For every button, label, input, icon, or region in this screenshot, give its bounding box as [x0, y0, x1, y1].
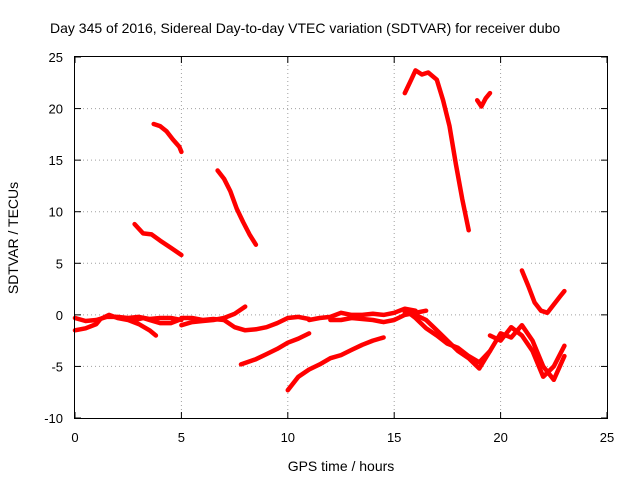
plot-frame [74, 56, 608, 419]
x-tick-label: 5 [178, 430, 185, 445]
y-tick-label: -5 [51, 359, 63, 374]
series-arc-7 [285, 335, 386, 393]
chart-title: Day 345 of 2016, Sidereal Day-to-day VTE… [50, 20, 560, 36]
tick-layer: 0 5 10 15 20 25 -10 -5 0 5 10 15 20 25 [44, 50, 614, 445]
x-tick-label: 25 [600, 430, 614, 445]
series-arc-6 [238, 331, 312, 367]
y-tick-label: 10 [49, 205, 63, 220]
series-layer [72, 68, 567, 393]
series-arc-18 [519, 268, 567, 316]
y-tick-label: 0 [56, 308, 63, 323]
series-arc-11 [402, 307, 567, 383]
series-arc-5 [179, 314, 312, 333]
x-axis-label: GPS time / hours [288, 458, 395, 474]
x-tick-label: 15 [387, 430, 401, 445]
y-tick-label: -10 [44, 411, 63, 426]
series-arc-14 [132, 221, 184, 258]
y-tick-label: 25 [49, 50, 63, 65]
x-tick-label: 0 [71, 430, 78, 445]
series-arc-2 [72, 312, 159, 338]
series-arc-12 [487, 324, 567, 379]
y-tick-label: 15 [49, 153, 63, 168]
x-tick-label: 10 [281, 430, 295, 445]
y-tick-label: 20 [49, 102, 63, 117]
series-arc-3 [132, 315, 184, 326]
series-arc-13 [151, 121, 184, 155]
series-arc-15 [215, 168, 259, 247]
grid-layer [75, 57, 607, 418]
series-arc-16 [402, 68, 471, 233]
series-arc-10 [402, 310, 493, 371]
y-tick-label: 5 [56, 256, 63, 271]
x-tick-label: 20 [493, 430, 507, 445]
series-arc-17 [474, 90, 493, 109]
series-arc-8 [306, 306, 418, 323]
y-axis-label: SDTVAR / TECUs [5, 182, 21, 294]
